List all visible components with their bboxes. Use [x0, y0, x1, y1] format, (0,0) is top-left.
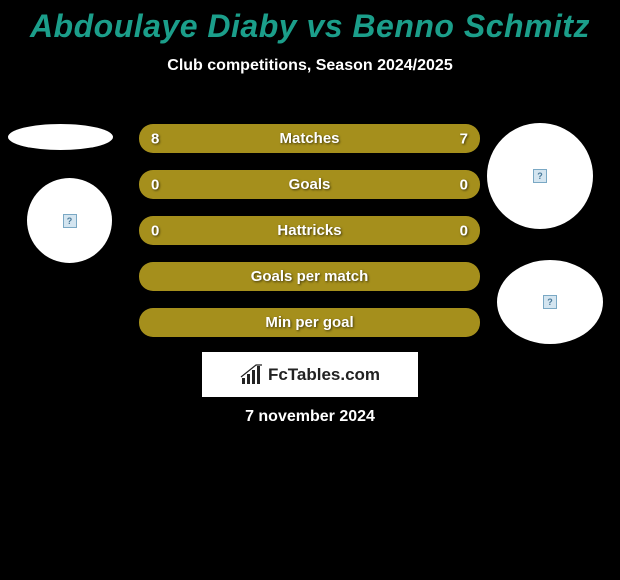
stats-container: 8 Matches 7 0 Goals 0 0 Hattricks 0 Goal…: [139, 124, 480, 354]
placeholder-icon: [543, 295, 557, 309]
stat-right-value: 0: [460, 222, 468, 239]
placeholder-icon: [533, 169, 547, 183]
stat-label: Hattricks: [277, 222, 341, 239]
stat-left-value: 8: [151, 130, 159, 147]
decor-circle-right-1: [487, 123, 593, 229]
stat-row-matches: 8 Matches 7: [139, 124, 480, 153]
stat-label: Goals: [289, 176, 331, 193]
stat-left-value: 0: [151, 222, 159, 239]
decor-oval-top-left: [8, 124, 113, 150]
page-title: Abdoulaye Diaby vs Benno Schmitz: [0, 0, 620, 45]
placeholder-icon: [63, 214, 77, 228]
stat-row-goals-per-match: Goals per match: [139, 262, 480, 291]
stat-left-value: 0: [151, 176, 159, 193]
stat-label: Goals per match: [251, 268, 369, 285]
date-label: 7 november 2024: [0, 408, 620, 426]
stat-right-value: 0: [460, 176, 468, 193]
stat-row-min-per-goal: Min per goal: [139, 308, 480, 337]
page-subtitle: Club competitions, Season 2024/2025: [0, 57, 620, 75]
brand-text: FcTables.com: [268, 365, 380, 385]
bar-chart-icon: [240, 364, 264, 386]
brand-box: FcTables.com: [202, 352, 418, 397]
stat-label: Matches: [279, 130, 339, 147]
decor-circle-left: [27, 178, 112, 263]
decor-circle-right-2: [497, 260, 603, 344]
stat-right-value: 7: [460, 130, 468, 147]
brand-inner: FcTables.com: [240, 364, 380, 386]
stat-row-goals: 0 Goals 0: [139, 170, 480, 199]
stat-label: Min per goal: [265, 314, 353, 331]
stat-row-hattricks: 0 Hattricks 0: [139, 216, 480, 245]
